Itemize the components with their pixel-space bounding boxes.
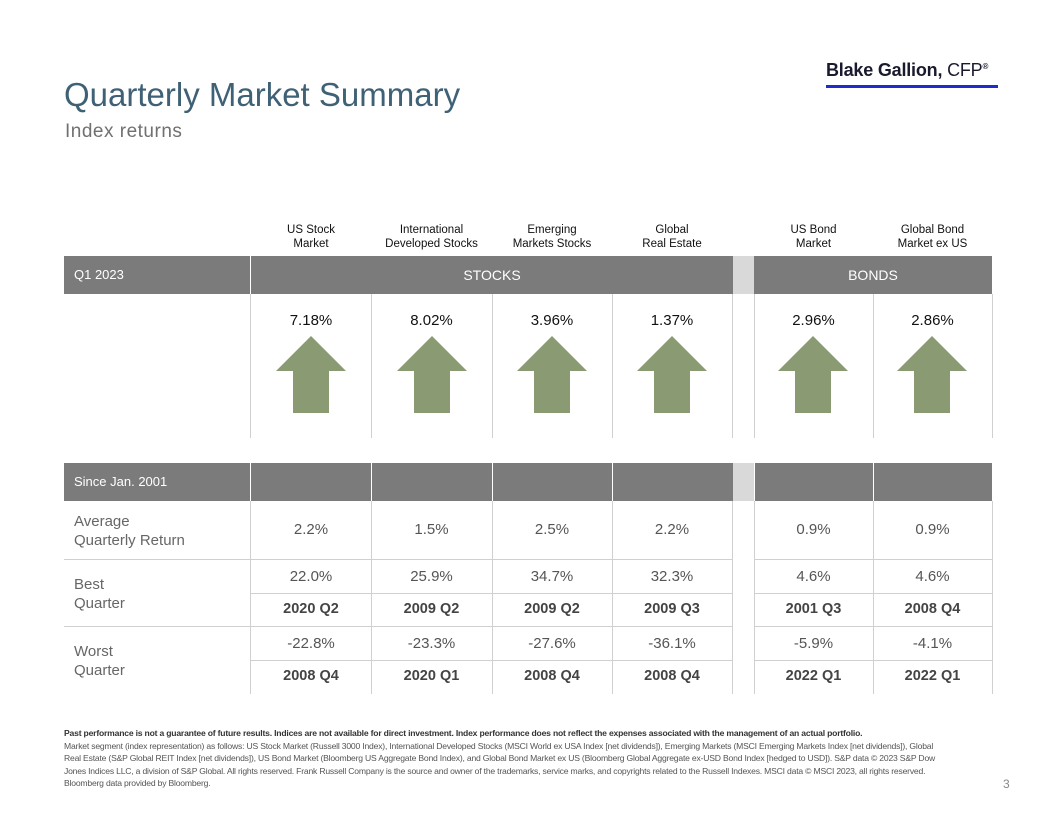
worst-quarter-global-real-estate: 2008 Q4 [644, 668, 700, 684]
avg-emerging: 2.5% [534, 521, 570, 538]
up-arrow-icon [397, 336, 467, 413]
since-label: Since Jan. 2001 [64, 463, 250, 501]
worst-quarter-emerging: 2008 Q4 [524, 668, 580, 684]
divider [754, 294, 755, 438]
return-emerging: 3.96% [530, 312, 574, 329]
logo-name: Blake Gallion, [826, 60, 943, 80]
best-quarter-us-stock: 2020 Q2 [283, 601, 339, 617]
logo: Blake Gallion, CFP® [826, 60, 998, 90]
return-intl-developed: 8.02% [410, 312, 453, 329]
divider [612, 294, 613, 438]
return-global-real-estate: 1.37% [650, 312, 694, 329]
column-header-intl-developed: International Developed Stocks [385, 224, 478, 250]
row-divider [754, 626, 992, 627]
up-arrow-icon [276, 336, 346, 413]
worst-global-real-estate: -36.1% [648, 635, 696, 652]
disclaimer-lead: Past performance is not a guarantee of f… [64, 728, 863, 738]
worst-quarter-global-bond: 2022 Q1 [904, 668, 961, 684]
avg-us-bond: 0.9% [796, 521, 831, 538]
divider [873, 294, 874, 438]
stocks-header: STOCKS [251, 256, 733, 294]
row-label-best: Best Quarter [74, 576, 125, 612]
column-header-us-bond: US Bond Market [790, 224, 837, 250]
logo-suffix: CFP [947, 60, 983, 80]
best-emerging: 34.7% [530, 568, 574, 585]
avg-intl-developed: 1.5% [414, 521, 449, 538]
return-global-bond: 2.86% [911, 312, 954, 329]
bonds-header: BONDS [754, 256, 992, 294]
column-header-global-real-estate: Global Real Estate [642, 224, 702, 250]
since-header-cell [493, 463, 612, 501]
quarter-label: Q1 2023 [64, 256, 250, 294]
best-quarter-intl-developed: 2009 Q2 [403, 601, 460, 617]
divider [492, 294, 493, 438]
worst-us-bond: -5.9% [793, 635, 834, 652]
since-header-cell [372, 463, 492, 501]
row-divider [251, 593, 733, 594]
divider [371, 501, 372, 694]
divider [612, 501, 613, 694]
row-divider [64, 559, 733, 560]
avg-us-stock: 2.2% [293, 521, 329, 538]
up-arrow-icon [637, 336, 707, 413]
worst-emerging: -27.6% [528, 635, 576, 652]
row-label-average: Average Quarterly Return [74, 513, 185, 549]
logo-underline [826, 85, 998, 88]
worst-us-stock: -22.8% [287, 635, 335, 652]
worst-quarter-us-stock: 2008 Q4 [283, 668, 339, 684]
row-divider [251, 660, 733, 661]
worst-quarter-intl-developed: 2020 Q1 [403, 668, 460, 684]
logo-registered-mark: ® [982, 62, 989, 71]
since-header-cell [874, 463, 992, 501]
divider [992, 501, 993, 694]
page-number: 3 [1003, 777, 1010, 791]
divider [732, 294, 733, 438]
best-intl-developed: 25.9% [410, 568, 453, 585]
avg-global-bond: 0.9% [915, 521, 950, 538]
best-quarter-global-real-estate: 2009 Q3 [644, 601, 700, 617]
since-header-cell [755, 463, 873, 501]
row-divider [64, 626, 733, 627]
up-arrow-icon [517, 336, 587, 413]
row-divider [754, 559, 992, 560]
page-title: Quarterly Market Summary [64, 76, 461, 113]
best-us-bond: 4.6% [796, 568, 831, 585]
worst-intl-developed: -23.3% [407, 635, 456, 652]
best-global-bond: 4.6% [915, 568, 950, 585]
best-quarter-global-bond: 2008 Q4 [904, 601, 961, 617]
column-header-global-bond: Global Bond Market ex US [897, 224, 968, 250]
worst-quarter-us-bond: 2022 Q1 [785, 668, 842, 684]
divider [371, 294, 372, 438]
divider [492, 501, 493, 694]
up-arrow-icon [897, 336, 967, 413]
row-divider [754, 593, 992, 594]
best-global-real-estate: 32.3% [650, 568, 694, 585]
since-header-cell [251, 463, 371, 501]
row-divider [754, 660, 992, 661]
header-spacer [733, 463, 754, 501]
row-label-worst: Worst Quarter [74, 643, 125, 679]
page-subtitle: Index returns [65, 121, 183, 142]
best-quarter-us-bond: 2001 Q3 [785, 601, 842, 617]
disclaimer-body: Market segment (index representation) as… [64, 740, 936, 789]
divider [992, 294, 993, 438]
divider [873, 501, 874, 694]
since-header-cell [613, 463, 733, 501]
logo-text: Blake Gallion, CFP® [826, 60, 998, 81]
return-us-stock: 7.18% [289, 312, 333, 329]
column-header-emerging: Emerging Markets Stocks [512, 224, 592, 250]
return-us-bond: 2.96% [792, 312, 835, 329]
disclaimer: Past performance is not a guarantee of f… [64, 727, 944, 790]
divider [250, 501, 251, 694]
worst-global-bond: -4.1% [912, 635, 953, 652]
up-arrow-icon [778, 336, 848, 413]
header-spacer [733, 256, 754, 294]
best-us-stock: 22.0% [289, 568, 333, 585]
divider [250, 294, 251, 438]
divider [754, 501, 755, 694]
divider [732, 501, 733, 694]
avg-global-real-estate: 2.2% [654, 521, 690, 538]
column-header-us-stock: US Stock Market [287, 224, 335, 250]
best-quarter-emerging: 2009 Q2 [524, 601, 580, 617]
